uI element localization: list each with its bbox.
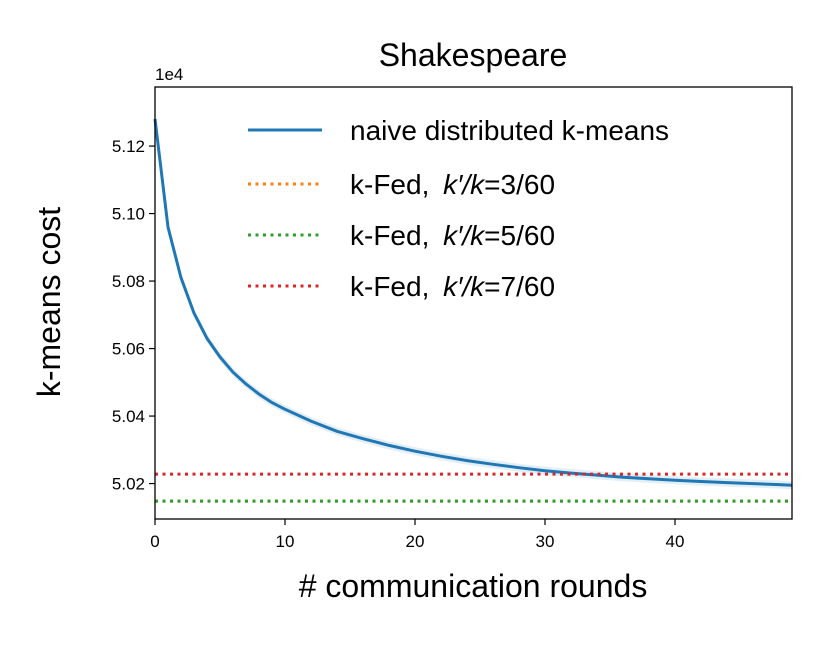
legend-label-prefix: k-Fed, bbox=[350, 169, 437, 200]
y-tick-label: 5.12 bbox=[112, 137, 145, 156]
y-tick-label: 5.08 bbox=[112, 272, 145, 291]
legend-label: k-Fed, k′/k=5/60 bbox=[350, 220, 555, 251]
y-tick-label: 5.10 bbox=[112, 205, 145, 224]
y-tick-label: 5.02 bbox=[112, 475, 145, 494]
series-line-naive-distributed-k-means bbox=[153, 118, 793, 487]
legend-label-ratio: k′/k bbox=[443, 220, 486, 251]
x-tick-label: 20 bbox=[406, 532, 425, 551]
x-axis-title: # communication rounds bbox=[299, 568, 648, 604]
y-offset-label: 1e4 bbox=[155, 65, 183, 84]
legend-label-ratio: k′/k bbox=[443, 271, 486, 302]
x-tick-label: 30 bbox=[536, 532, 555, 551]
x-tick-label: 40 bbox=[666, 532, 685, 551]
y-tick-label: 5.04 bbox=[112, 407, 145, 426]
y-axis-title: k-means cost bbox=[31, 207, 67, 397]
legend-label-prefix: k-Fed, bbox=[350, 220, 437, 251]
plot-area bbox=[153, 115, 793, 503]
legend-label-suffix: =3/60 bbox=[484, 169, 555, 200]
legend-label: k-Fed, k′/k=3/60 bbox=[350, 169, 555, 200]
legend-label: naive distributed k-means bbox=[350, 115, 669, 146]
chart-title: Shakespeare bbox=[379, 37, 568, 73]
x-tick-label: 10 bbox=[276, 532, 295, 551]
legend-label-prefix: k-Fed, bbox=[350, 271, 437, 302]
legend-label: k-Fed, k′/k=7/60 bbox=[350, 271, 555, 302]
legend-label-suffix: =5/60 bbox=[484, 220, 555, 251]
plot-frame bbox=[154, 86, 793, 520]
legend-label-ratio: k′/k bbox=[443, 169, 486, 200]
x-tick-label: 0 bbox=[150, 532, 159, 551]
legend-label-suffix: =7/60 bbox=[484, 271, 555, 302]
y-tick-label: 5.06 bbox=[112, 340, 145, 359]
